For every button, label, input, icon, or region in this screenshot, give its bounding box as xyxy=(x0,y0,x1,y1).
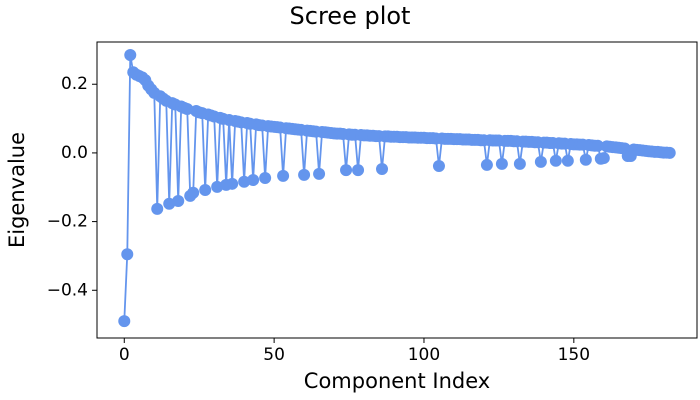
point xyxy=(124,49,137,62)
point xyxy=(199,184,212,196)
y-tick-label: −0.4 xyxy=(47,280,88,300)
x-axis-label: Component Index xyxy=(304,369,490,393)
point xyxy=(238,175,251,188)
chart-title: Scree plot xyxy=(290,2,411,30)
point xyxy=(211,180,224,193)
point xyxy=(597,152,610,165)
x-tick-label: 150 xyxy=(558,345,590,365)
x-tick-label: 50 xyxy=(263,345,285,365)
point xyxy=(298,168,311,181)
x-tick-label: 0 xyxy=(119,345,130,365)
y-tick-label: −0.2 xyxy=(47,212,88,232)
point xyxy=(495,157,508,170)
point xyxy=(313,167,326,180)
point xyxy=(181,102,194,115)
point xyxy=(376,163,389,176)
point xyxy=(118,315,131,328)
point xyxy=(121,248,134,261)
y-tick-label: 0.2 xyxy=(61,74,88,94)
point xyxy=(172,194,185,207)
point xyxy=(187,186,200,199)
point xyxy=(513,157,526,170)
point xyxy=(561,154,574,167)
point xyxy=(352,164,365,177)
plot-frame xyxy=(96,41,698,339)
y-tick-label: 0.0 xyxy=(61,143,88,163)
point xyxy=(663,146,676,159)
point xyxy=(151,202,164,215)
point xyxy=(480,158,493,171)
point xyxy=(277,169,290,182)
point xyxy=(247,174,260,187)
x-tick-label: 100 xyxy=(408,345,440,365)
point xyxy=(340,164,353,177)
point xyxy=(432,159,445,172)
y-axis-label: Eigenvalue xyxy=(5,132,29,248)
point xyxy=(534,155,547,168)
point xyxy=(259,171,272,184)
point xyxy=(226,177,239,190)
point xyxy=(591,139,604,152)
point xyxy=(579,153,592,166)
point xyxy=(549,154,562,167)
